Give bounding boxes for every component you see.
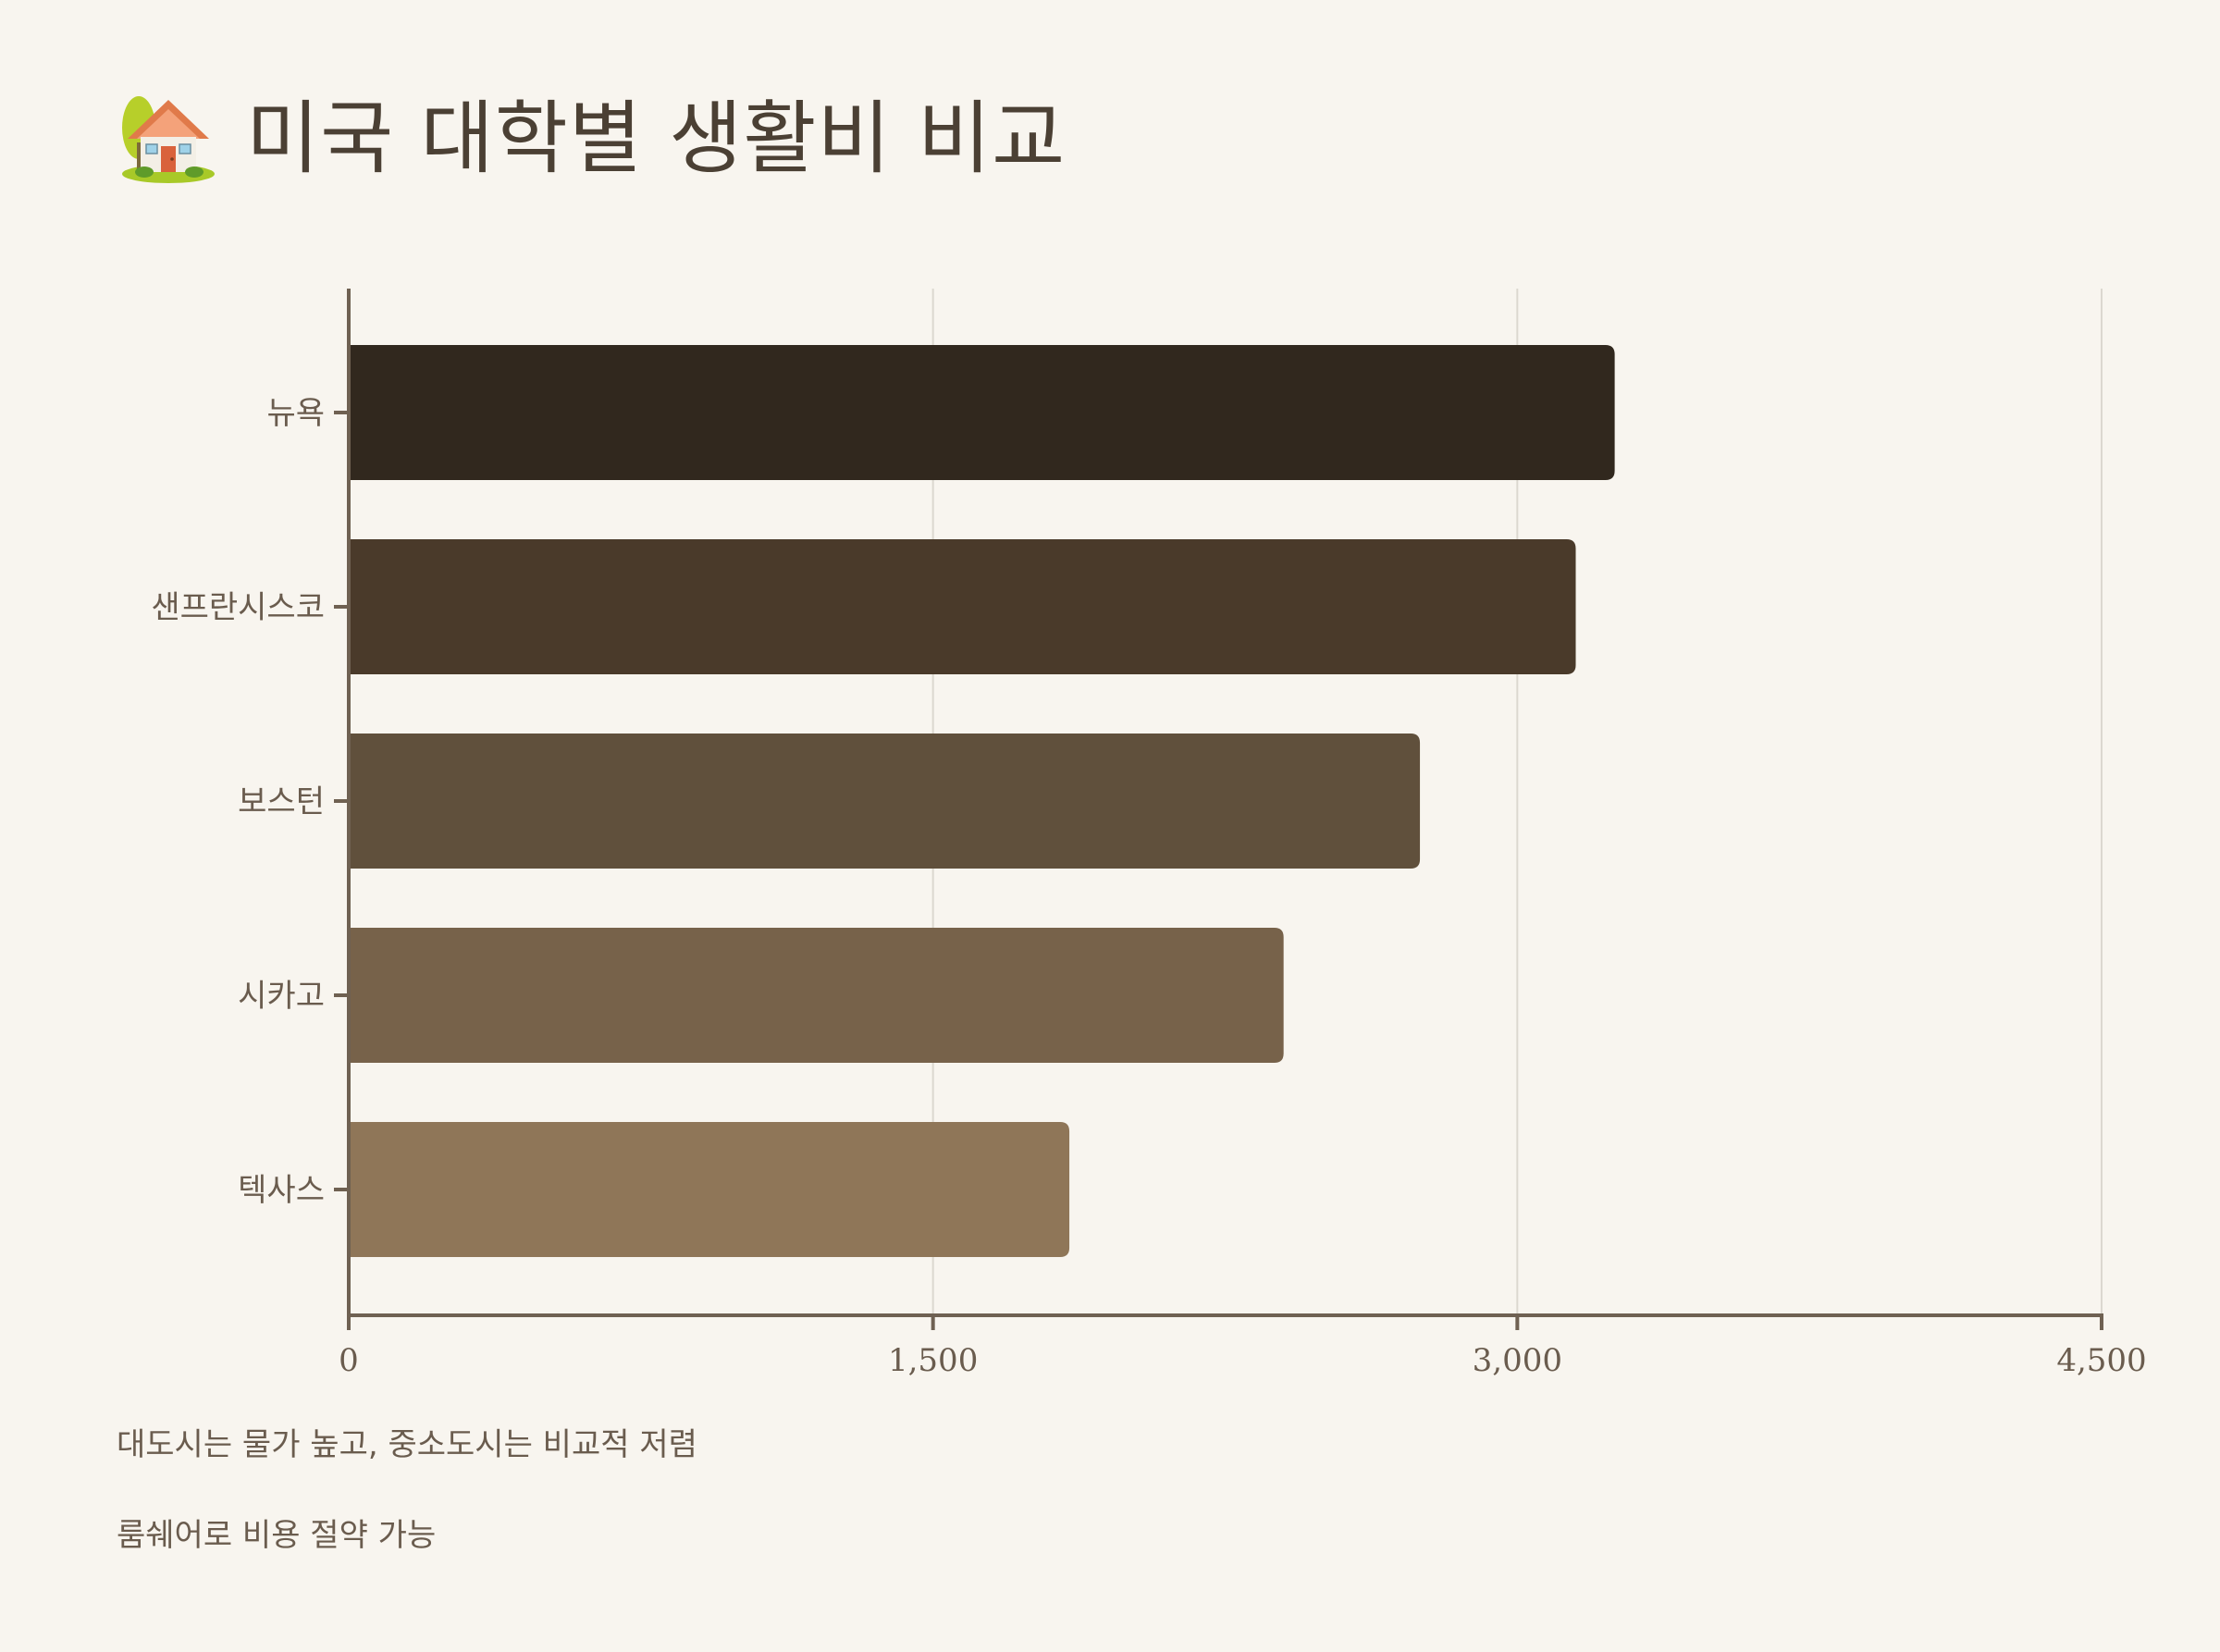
category-label: 샌프란시스코 <box>151 589 325 626</box>
bars <box>349 345 1615 1257</box>
bar <box>349 734 1421 869</box>
category-label: 보스턴 <box>238 783 325 820</box>
category-label: 텍사스 <box>238 1172 325 1209</box>
bar <box>349 1122 1070 1257</box>
page-title: 미국 대학별 생활비 비교 <box>246 92 1067 185</box>
x-tick-label: 1,500 <box>888 1342 978 1379</box>
bar <box>349 345 1615 480</box>
bar <box>349 539 1576 674</box>
note-text: 룸쉐어로 비용 절약 가능 <box>117 1517 437 1554</box>
house-with-garden-icon <box>122 96 215 183</box>
x-tick-label: 0 <box>339 1342 359 1379</box>
category-label: 뉴욕 <box>266 395 325 432</box>
axes <box>334 289 2103 1330</box>
category-label: 시카고 <box>238 978 325 1015</box>
title-row: 미국 대학별 생활비 비교 <box>118 89 1066 189</box>
x-tick-label: 4,500 <box>2056 1342 2146 1379</box>
x-tick-label: 3,000 <box>1473 1342 1562 1379</box>
note-text: 대도시는 물가 높고, 중소도시는 비교적 저렴 <box>117 1426 697 1463</box>
bar <box>349 928 1284 1063</box>
